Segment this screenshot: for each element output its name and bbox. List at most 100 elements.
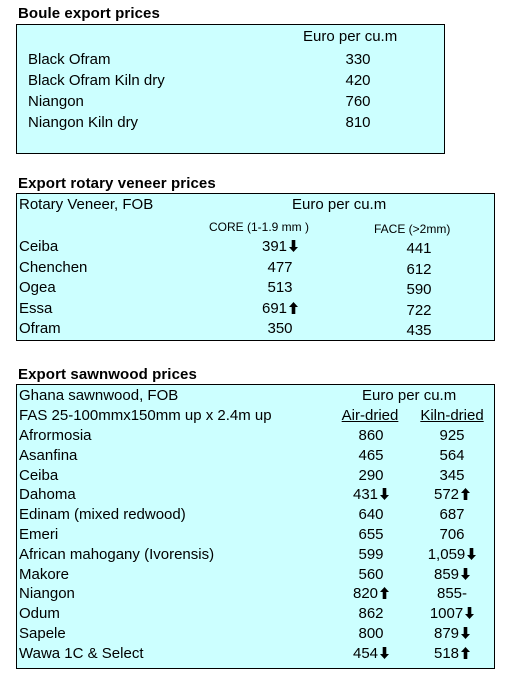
veneer-row-core-text: 350 <box>267 320 293 337</box>
arrow-down-icon <box>467 547 477 560</box>
sawn-subheader: FAS 25-100mmx150mm up x 2.4m up <box>19 407 272 424</box>
sawn-row-air: 640 <box>338 506 404 524</box>
sawn-row-air-text: 860 <box>358 427 384 444</box>
boule-row-value: 760 <box>330 93 386 111</box>
sawn-row-name-text: Asanfina <box>19 446 78 464</box>
boule-row-name-text: Black Ofram Kiln dry <box>28 72 165 89</box>
veneer-row-name: Ceiba <box>19 238 58 256</box>
sawn-row-air: 862 <box>338 605 404 623</box>
veneer-row-core-text: 691 <box>261 299 288 317</box>
sawn-row-name: Sapele <box>19 625 66 643</box>
boule-row-name: Niangon <box>28 93 84 111</box>
sawn-row-name-text: Niangon <box>19 585 75 603</box>
veneer-row-face: 441 <box>389 240 449 258</box>
arrow-down-icon <box>461 627 471 639</box>
sawn-row-name: Edinam (mixed redwood) <box>19 506 186 524</box>
boule-row-value: 420 <box>330 72 386 90</box>
veneer-row-face-text: 722 <box>406 301 432 319</box>
sawn-row-kiln: 879 <box>412 625 492 643</box>
boule-row-name: Niangon Kiln dry <box>28 114 138 132</box>
veneer-row-name-text: Essa <box>19 299 53 317</box>
veneer-row-name: Chenchen <box>19 259 87 277</box>
veneer-row-face-text: 435 <box>406 322 432 339</box>
sawn-row-kiln-text: 564 <box>439 446 465 464</box>
sawn-row-air-text: 862 <box>358 605 384 623</box>
sawn-row-name: Afrormosia <box>19 427 92 445</box>
sawn-row-air: 860 <box>338 427 404 445</box>
veneer-row-face-text: 441 <box>406 240 432 257</box>
sawn-row-name-text: Dahoma <box>19 486 76 504</box>
sawn-row-kiln: 1007 <box>412 605 492 623</box>
veneer-row-core-text: 513 <box>267 279 293 296</box>
sawn-row-name: Dahoma <box>19 486 76 504</box>
sawn-row-air: 465 <box>338 447 404 465</box>
arrow-down-icon <box>380 488 390 501</box>
veneer-row-face: 435 <box>389 322 449 340</box>
sawn-row-air: 599 <box>338 546 404 564</box>
sawn-row-name-text: Ceiba <box>19 466 59 484</box>
veneer-row-face: 590 <box>389 281 449 299</box>
arrow-up-icon <box>289 301 299 314</box>
sawn-row-air: 290 <box>338 467 404 485</box>
arrow-down-icon <box>380 646 390 659</box>
boule-row-name-text: Niangon <box>28 93 84 110</box>
arrow-up-icon <box>461 646 471 659</box>
sawn-row-name-text: Makore <box>19 565 70 583</box>
sawn-row-kiln: 925 <box>412 427 492 445</box>
sawn-row-kiln-text: 687 <box>439 506 465 524</box>
sawn-row-kiln-text: 879 <box>433 625 460 642</box>
sawn-row-air-text: 640 <box>358 506 384 524</box>
sawn-row-name: Asanfina <box>19 447 77 465</box>
sawn-table <box>16 384 495 669</box>
veneer-row-core: 391 <box>250 238 310 256</box>
boule-row-name: Black Ofram <box>28 51 111 69</box>
sawn-row-kiln: 345 <box>412 467 492 485</box>
sawn-row-kiln: 687 <box>412 506 492 524</box>
sawn-row-kiln-text: 1007 <box>429 605 464 623</box>
sawn-row-name: Wawa 1C & Select <box>19 645 144 663</box>
veneer-row-name-text: Ofram <box>19 320 61 337</box>
veneer-row-name-text: Ogea <box>19 279 56 296</box>
veneer-header: Rotary Veneer, FOB <box>19 196 154 213</box>
sawn-row-air-text: 800 <box>358 625 384 642</box>
sawn-row-kiln-text: 925 <box>439 427 465 444</box>
sawn-col-kiln: Kiln-dried <box>420 407 484 424</box>
sawn-row-kiln-text: 345 <box>439 466 465 484</box>
sawn-row-name-text: African mahogany (Ivorensis) <box>19 545 215 563</box>
veneer-col-face: FACE (>2mm) <box>374 222 451 236</box>
sawn-row-air-text: 820 <box>352 585 379 603</box>
sawn-row-air-text: 465 <box>358 446 384 464</box>
sawn-row-name: Emeri <box>19 526 58 544</box>
veneer-col-core: CORE (1-1.9 mm ) <box>209 220 310 234</box>
boule-row-name-text: Black Ofram <box>28 51 111 68</box>
sawn-row-air: 655 <box>338 526 404 544</box>
sawn-row-kiln: 572 <box>412 486 492 504</box>
sawn-row-kiln: 518 <box>412 645 492 663</box>
veneer-unit: Euro per cu.m <box>292 196 387 213</box>
boule-row-value-text: 810 <box>345 114 371 131</box>
sawn-row-kiln-text: 518 <box>433 644 460 662</box>
arrow-up-icon <box>380 587 390 600</box>
sawn-row-air: 454 <box>338 645 404 663</box>
sawn-row-air-text: 290 <box>358 466 384 484</box>
veneer-row-core-text: 391 <box>261 238 288 255</box>
veneer-row-name: Essa <box>19 300 52 318</box>
sawn-row-name-text: Sapele <box>19 625 66 642</box>
veneer-row-core: 477 <box>250 259 310 277</box>
veneer-table <box>16 193 495 341</box>
veneer-row-core: 513 <box>250 279 310 297</box>
veneer-row-name: Ofram <box>19 320 61 338</box>
veneer-row-name-text: Ceiba <box>19 238 59 255</box>
sawn-row-kiln: 706 <box>412 526 492 544</box>
veneer-row-core-text: 477 <box>267 258 293 276</box>
sawn-row-air: 560 <box>338 566 404 584</box>
boule-row-value-text: 760 <box>345 93 371 110</box>
sawn-row-kiln: 564 <box>412 447 492 465</box>
sawn-row-name-text: Wawa 1C & Select <box>19 644 144 662</box>
boule-row-value: 330 <box>330 51 386 69</box>
sawn-row-name-text: Emeri <box>19 526 59 543</box>
sawn-row-air-text: 454 <box>352 644 379 662</box>
sawn-row-air-text: 560 <box>358 565 384 583</box>
sawn-row-name: Ceiba <box>19 467 58 485</box>
sawn-title: Export sawnwood prices <box>18 366 197 383</box>
